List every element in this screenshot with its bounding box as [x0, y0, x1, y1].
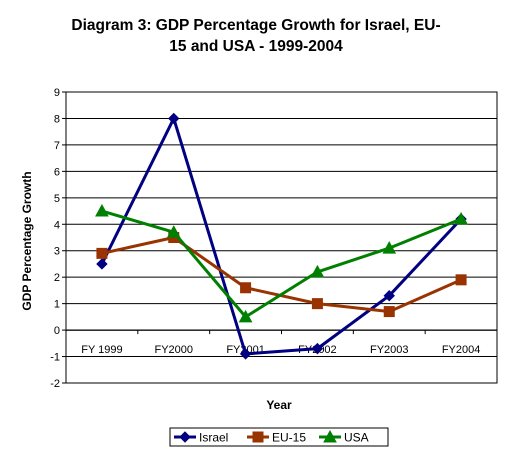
series-layer [95, 112, 468, 360]
data-point-israel [383, 289, 395, 302]
x-axis-label: Year [266, 398, 292, 412]
data-point-usa [95, 204, 109, 217]
x-tick-label: FY 1999 [81, 344, 122, 356]
data-point-israel [96, 258, 108, 270]
data-point-israel [239, 348, 252, 360]
data-point-eu-15 [311, 298, 323, 310]
plot-border [65, 91, 498, 384]
gridlines [62, 91, 498, 384]
y-tick-label: -1 [50, 352, 60, 364]
legend-label-usa: USA [344, 431, 369, 445]
series-line-usa [101, 209, 462, 319]
y-tick-label: 8 [54, 113, 60, 125]
data-point-israel [168, 112, 180, 125]
y-tick-label: 7 [54, 140, 60, 152]
y-tick-label: 5 [54, 193, 60, 205]
data-point-eu-15 [240, 282, 252, 294]
legend: Israel EU-15 USA [169, 427, 389, 447]
y-tick-label: 3 [54, 246, 60, 258]
y-tick-label: 4 [54, 219, 60, 231]
data-point-eu-15 [96, 247, 108, 259]
legend-marker-israel [179, 431, 191, 443]
data-point-eu-15 [455, 274, 467, 286]
legend-item-eu-15: EU-15 [247, 431, 306, 445]
data-point-eu-15 [383, 306, 395, 318]
series-line-israel [100, 116, 463, 356]
legend-label-eu-15: EU-15 [272, 431, 306, 445]
zero-line [65, 329, 498, 335]
y-axis-ticks: -2 -1 0 1 2 3 4 5 6 7 8 9 [50, 87, 60, 390]
chart-title-line-2: 15 and USA - 1999-2004 [169, 38, 343, 55]
x-tick-label: FY2003 [370, 344, 409, 356]
legend-marker-eu-15 [252, 431, 264, 443]
y-tick-label: 0 [54, 325, 60, 337]
legend-item-usa: USA [319, 429, 369, 445]
y-tick-label: 6 [54, 166, 60, 178]
y-tick-label: 1 [54, 299, 60, 311]
series-usa [95, 204, 468, 323]
y-tick-label: 2 [54, 272, 60, 284]
data-point-israel [311, 342, 324, 355]
data-point-usa [382, 241, 397, 254]
x-tick-label: FY2000 [154, 344, 193, 356]
y-tick-label: 9 [54, 87, 60, 99]
legend-item-israel: Israel [174, 431, 228, 445]
legend-label-israel: Israel [199, 431, 228, 445]
data-point-usa [238, 309, 253, 323]
data-point-usa [454, 211, 468, 225]
data-point-usa [310, 264, 325, 278]
legend-marker-usa [323, 429, 337, 443]
data-point-usa [166, 225, 181, 238]
x-tick-label: FY2004 [442, 344, 481, 356]
y-axis-label: GDP Percentage Growth [20, 171, 34, 310]
series-israel [96, 112, 467, 360]
chart-title-line-1: Diagram 3: GDP Percentage Growth for Isr… [71, 17, 441, 34]
y-tick-label: -2 [50, 378, 60, 390]
